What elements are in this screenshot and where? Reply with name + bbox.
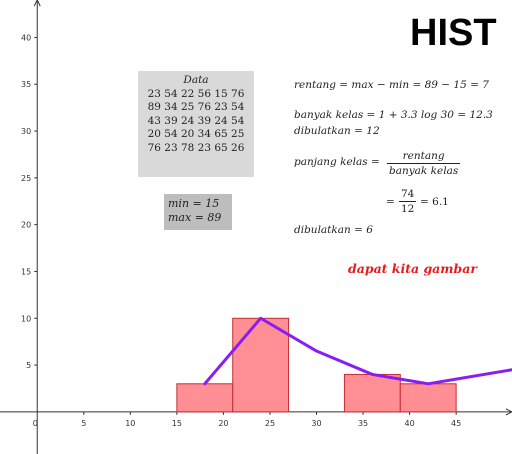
x-tick-label: 35 (358, 419, 368, 428)
equals-sign: = (386, 196, 395, 208)
dibulatkan-12: dibulatkan = 12 (294, 125, 380, 137)
frequency-polygon (203, 316, 512, 386)
histogram-bar (399, 383, 457, 413)
data-box[interactable]: Data 23 54 22 56 15 76 89 34 25 76 23 54… (138, 71, 254, 177)
minmax-box[interactable]: min = 15 max = 89 (164, 194, 232, 230)
y-tick-label: 30 (21, 127, 31, 136)
fraction-result: = 6.1 (420, 196, 449, 208)
panjang-kelas-fraction: rentang banyak kelas (387, 150, 461, 177)
x-tick-label: 10 (125, 419, 135, 428)
y-tick-label: 25 (21, 174, 31, 183)
histogram-bar (232, 317, 290, 413)
min-value: min = 15 (168, 197, 220, 210)
dibulatkan-6: dibulatkan = 6 (294, 224, 373, 236)
fraction-numerator: 74 (399, 188, 417, 202)
banyak-kelas-formula: banyak kelas = 1 + 3.3 log 30 = 12.3 (294, 109, 493, 121)
x-tick-label: 5 (81, 419, 86, 428)
y-tick-label: 15 (21, 267, 31, 276)
x-tick-label: 25 (265, 419, 275, 428)
fraction-numerator: rentang (387, 150, 461, 164)
data-row: 76 23 78 23 65 26 (147, 141, 245, 154)
fraction-denominator: 12 (401, 203, 415, 215)
data-row: 20 54 20 34 65 25 (147, 128, 245, 140)
max-value: max = 89 (168, 211, 222, 224)
data-box-title: Data (183, 74, 209, 86)
data-row: 43 39 24 39 24 54 (147, 114, 245, 127)
panjang-kelas-label: panjang kelas = (294, 156, 380, 168)
x-tick-label: 0 (33, 419, 38, 428)
x-tick-label: 15 (172, 419, 182, 428)
fraction-denominator: banyak kelas (389, 165, 459, 177)
histogram-bar (343, 373, 401, 413)
axis-tick-labels: 0 5 10 15 20 25 30 35 40 45 5 10 15 20 25 30 35 40 (21, 33, 461, 427)
x-axis-arrow (505, 408, 512, 416)
histogram-bars (176, 317, 457, 413)
frequency-polygon-line (203, 316, 512, 386)
y-tick-label: 20 (21, 221, 31, 230)
y-tick-label: 40 (21, 33, 31, 42)
y-tick-label: 35 (21, 80, 31, 89)
note-text: dapat kita gambar (348, 261, 477, 276)
x-tick-label: 45 (451, 419, 461, 428)
rentang-formula: rentang = max − min = 89 − 15 = 7 (294, 79, 489, 91)
y-axis-arrow (33, 0, 41, 7)
histogram-bar (176, 383, 234, 413)
data-row: 89 34 25 76 23 54 (147, 101, 245, 113)
x-tick-label: 40 (405, 419, 415, 428)
data-row: 23 54 22 56 15 76 (147, 87, 245, 100)
y-tick-label: 5 (26, 361, 31, 370)
x-tick-label: 30 (311, 419, 321, 428)
result-fraction: 74 12 (399, 188, 417, 215)
page-title: HIST (410, 12, 497, 54)
y-tick-label: 10 (21, 314, 31, 323)
x-tick-label: 20 (218, 419, 228, 428)
